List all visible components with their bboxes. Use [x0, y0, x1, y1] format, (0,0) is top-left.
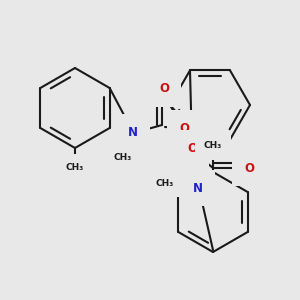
Text: O: O	[187, 142, 197, 154]
Text: O: O	[159, 82, 169, 95]
Text: O: O	[179, 122, 189, 134]
Text: N: N	[128, 125, 138, 139]
Text: CH₃: CH₃	[156, 178, 174, 188]
Text: CH₃: CH₃	[114, 152, 132, 161]
Text: CH₃: CH₃	[66, 164, 84, 172]
Text: O: O	[244, 161, 254, 175]
Text: N: N	[193, 182, 203, 194]
Text: CH₃: CH₃	[204, 142, 222, 151]
